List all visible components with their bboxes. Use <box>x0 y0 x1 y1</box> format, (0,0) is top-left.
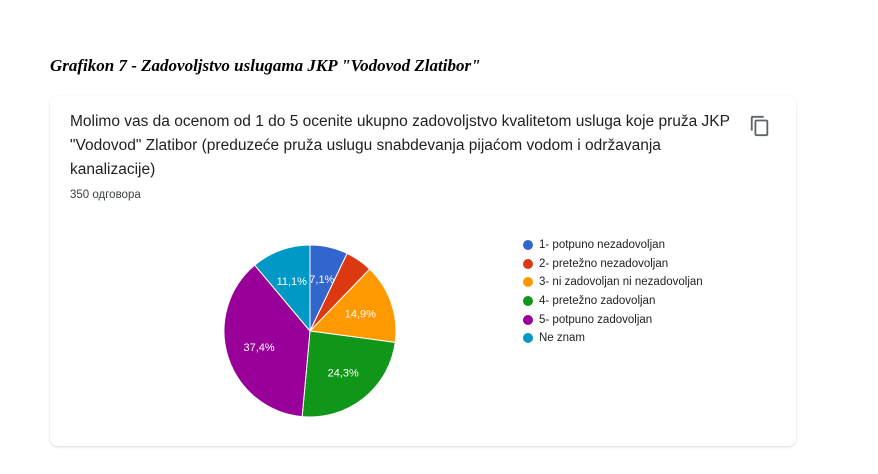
legend-label: 1- potpuno nezadovoljan <box>539 239 665 252</box>
pie-slice <box>223 264 311 418</box>
pie-slice-label: 11,1% <box>277 276 308 288</box>
legend-swatch <box>523 240 533 251</box>
response-card: Molimo vas da ocenom od 1 do 5 ocenite u… <box>50 96 796 446</box>
legend-swatch <box>523 333 533 344</box>
chart-legend: 1- potpuno nezadovoljan 2- pretežno nezad… <box>523 236 703 348</box>
pie-slice <box>308 268 397 344</box>
legend-label: 5- potpuno zadovoljan <box>539 313 653 326</box>
legend-label: 4- pretežno zadovoljan <box>539 295 656 308</box>
legend-item: 4- pretežno zadovoljan <box>523 292 703 311</box>
legend-label: Ne znam <box>539 332 586 345</box>
legend-swatch <box>523 258 533 269</box>
pie-slice-label: 7,1% <box>309 274 334 286</box>
legend-item: 2- pretežno nezadovoljan <box>523 255 703 274</box>
legend-swatch <box>523 314 533 325</box>
pie-slice-label: 37,4% <box>244 342 275 354</box>
legend-label: 3- ni zadovoljan ni nezadovoljan <box>539 276 703 289</box>
question-text: Molimo vas da ocenom od 1 do 5 ocenite u… <box>70 113 730 178</box>
legend-item: 1- potpuno nezadovoljan <box>523 236 703 255</box>
legend-item: 3- ni zadovoljan ni nezadovoljan <box>523 273 703 292</box>
legend-item: 5- potpuno zadovoljan <box>523 310 703 329</box>
legend-swatch <box>523 296 533 307</box>
pie-chart: 7,1% 14,9% 24,3% 37,4% 11,1% <box>223 244 397 418</box>
legend-swatch <box>523 277 533 288</box>
figure-caption: Grafikon 7 - Zadovoljstvo uslugama JKP "… <box>50 56 481 75</box>
pie-slice <box>301 330 396 418</box>
response-count: 350 одговора <box>70 189 141 201</box>
pie-slice <box>254 244 311 333</box>
legend-item: Ne znam <box>523 329 703 348</box>
legend-label: 2- pretežno nezadovoljan <box>539 257 669 270</box>
copy-chart-button[interactable] <box>746 112 774 140</box>
pie-slice-label: 14,9% <box>345 308 376 320</box>
pie-slice-label: 24,3% <box>328 368 359 380</box>
copy-icon <box>750 115 769 137</box>
